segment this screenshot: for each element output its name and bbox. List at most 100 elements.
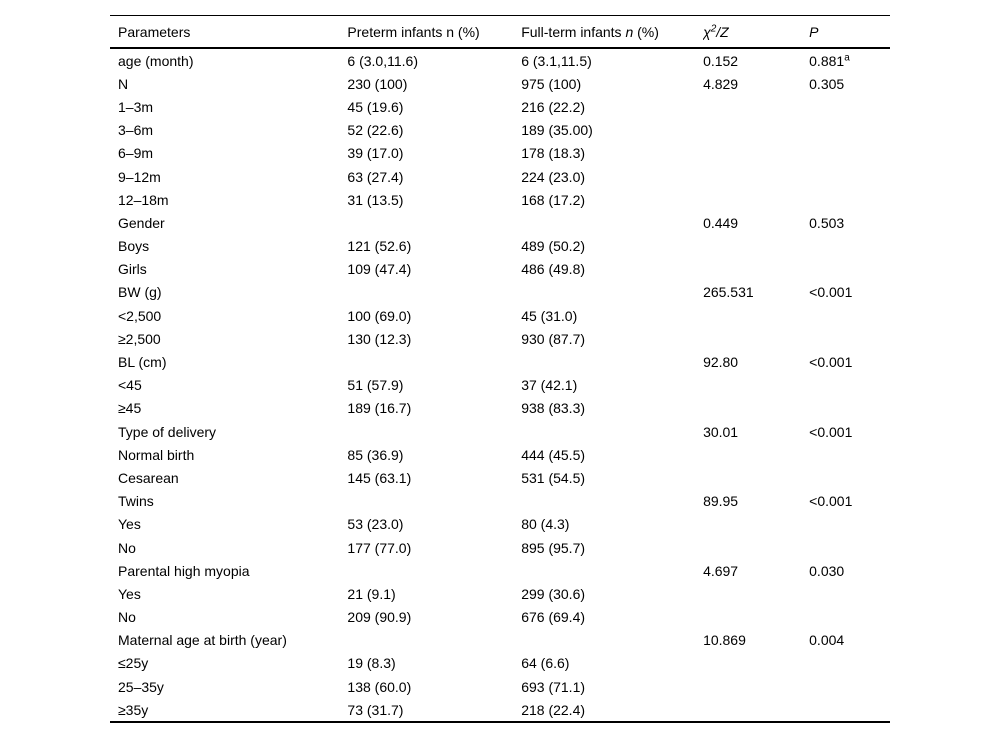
table-cell bbox=[703, 95, 809, 118]
table-cell: 178 (18.3) bbox=[521, 145, 586, 162]
table-cell: 121 (52.6) bbox=[347, 238, 412, 255]
table-cell bbox=[809, 304, 890, 327]
table-row: <2,500 100 (69.0) 45 (31.0) bbox=[110, 304, 890, 327]
table-row: 9–12m 63 (27.4) 224 (23.0) bbox=[110, 165, 890, 188]
table-cell: 230 (100) bbox=[347, 75, 408, 92]
table-cell: BL (cm) bbox=[118, 354, 167, 371]
table-cell: <0.001 bbox=[809, 284, 853, 301]
table-cell: 6–9m bbox=[118, 145, 154, 162]
table-row: BL (cm) 92.80 <0.001 bbox=[110, 350, 890, 373]
table-cell: 0.030 bbox=[809, 562, 845, 579]
table-row: 6–9m 39 (17.0) 178 (18.3) bbox=[110, 142, 890, 165]
table-cell: 930 (87.7) bbox=[521, 330, 586, 347]
table-cell bbox=[809, 119, 890, 142]
table-cell bbox=[809, 235, 890, 258]
table-cell: No bbox=[118, 609, 136, 626]
table-cell: No bbox=[118, 539, 136, 556]
table-cell: 189 (16.7) bbox=[347, 400, 412, 417]
table-cell bbox=[703, 304, 809, 327]
table-cell: 19 (8.3) bbox=[347, 655, 396, 672]
table-cell: 6 (3.1,11.5) bbox=[521, 52, 592, 69]
table-row: Girls 109 (47.4) 486 (49.8) bbox=[110, 258, 890, 281]
table-cell: 0.152 bbox=[703, 52, 739, 69]
table-cell: 209 (90.9) bbox=[347, 609, 412, 626]
table-cell: 45 (31.0) bbox=[521, 307, 578, 324]
table-cell bbox=[703, 374, 809, 397]
table-row: Normal birth 85 (36.9) 444 (45.5) bbox=[110, 443, 890, 466]
table-cell: 1–3m bbox=[118, 98, 154, 115]
table-cell bbox=[809, 443, 890, 466]
table-body: age (month) 6 (3.0,11.6) 6 (3.1,11.5) 0.152… bbox=[110, 48, 890, 724]
table-cell bbox=[703, 165, 809, 188]
table-row: ≥2,500 130 (12.3) 930 (87.7) bbox=[110, 327, 890, 350]
table-cell: 486 (49.8) bbox=[521, 261, 586, 278]
table-cell: 0.881a bbox=[809, 51, 850, 69]
table-cell: 145 (63.1) bbox=[347, 469, 412, 486]
table-cell: N bbox=[118, 75, 129, 92]
table-cell: 299 (30.6) bbox=[521, 585, 586, 602]
table-row: ≥35y 73 (31.7) 218 (22.4) bbox=[110, 698, 890, 724]
table-cell bbox=[703, 397, 809, 420]
table-cell: 0.305 bbox=[809, 75, 845, 92]
table-row: 25–35y 138 (60.0) 693 (71.1) bbox=[110, 675, 890, 698]
table-cell: Parental high myopia bbox=[118, 562, 250, 579]
table-row: 1–3m 45 (19.6) 216 (22.2) bbox=[110, 95, 890, 118]
table-cell: 53 (23.0) bbox=[347, 516, 404, 533]
table-cell: Normal birth bbox=[118, 446, 195, 463]
table-row: Maternal age at birth (year) 10.869 0.004 bbox=[110, 629, 890, 652]
table-row: ≤25y 19 (8.3) 64 (6.6) bbox=[110, 652, 890, 675]
table-cell: 177 (77.0) bbox=[347, 539, 412, 556]
table-cell: 25–35y bbox=[118, 678, 164, 695]
table-cell bbox=[703, 258, 809, 281]
comparison-table: Parameters Preterm infants n (%) Full-term… bbox=[110, 15, 890, 724]
table-row: Type of delivery 30.01 <0.001 bbox=[110, 420, 890, 443]
table-cell bbox=[347, 420, 521, 443]
table-cell bbox=[809, 142, 890, 165]
table-cell: 6 (3.0,11.6) bbox=[347, 52, 418, 69]
table-cell: 218 (22.4) bbox=[521, 698, 704, 724]
table-cell: 130 (12.3) bbox=[347, 330, 412, 347]
table-cell: 92.80 bbox=[703, 354, 739, 371]
table-cell bbox=[703, 536, 809, 559]
table-cell: 9–12m bbox=[118, 168, 161, 185]
table-cell: ≥35y bbox=[110, 698, 348, 724]
table-cell bbox=[809, 165, 890, 188]
table-cell bbox=[703, 327, 809, 350]
table-row: Boys 121 (52.6) 489 (50.2) bbox=[110, 235, 890, 258]
table-cell: 89.95 bbox=[703, 493, 739, 510]
table-cell: 189 (35.00) bbox=[521, 122, 593, 139]
table-cell: <0.001 bbox=[809, 493, 853, 510]
table-cell bbox=[703, 188, 809, 211]
table-cell: 51 (57.9) bbox=[347, 377, 404, 394]
table-cell: 975 (100) bbox=[521, 75, 582, 92]
table-cell bbox=[809, 652, 890, 675]
table-row: No 177 (77.0) 895 (95.7) bbox=[110, 536, 890, 559]
table-cell bbox=[703, 235, 809, 258]
table-cell bbox=[809, 675, 890, 698]
table-cell: Twins bbox=[118, 493, 154, 510]
table-row: BW (g) 265.531 <0.001 bbox=[110, 281, 890, 304]
table-row: 3–6m 52 (22.6) 189 (35.00) bbox=[110, 119, 890, 142]
table-cell: Type of delivery bbox=[118, 423, 217, 440]
table-cell: 100 (69.0) bbox=[347, 307, 412, 324]
table-cell bbox=[809, 582, 890, 605]
table-cell: Gender bbox=[118, 214, 165, 231]
table-row: Yes 21 (9.1) 299 (30.6) bbox=[110, 582, 890, 605]
table-cell bbox=[703, 675, 809, 698]
table-cell: 216 (22.2) bbox=[521, 98, 586, 115]
table-cell: 676 (69.4) bbox=[521, 609, 586, 626]
table-cell: Cesarean bbox=[118, 469, 179, 486]
table-cell: 30.01 bbox=[703, 423, 739, 440]
table-cell bbox=[809, 536, 890, 559]
table-cell bbox=[809, 513, 890, 536]
column-header: χ2/Z bbox=[703, 15, 810, 49]
table-cell bbox=[521, 211, 703, 234]
table-cell bbox=[521, 490, 703, 513]
table-cell bbox=[347, 211, 521, 234]
table-cell bbox=[809, 698, 890, 724]
table-row: Parental high myopia 4.697 0.030 bbox=[110, 559, 890, 582]
table-cell: Girls bbox=[118, 261, 147, 278]
table-cell: 31 (13.5) bbox=[347, 191, 404, 208]
table-cell: 39 (17.0) bbox=[347, 145, 404, 162]
table-cell bbox=[809, 466, 890, 489]
